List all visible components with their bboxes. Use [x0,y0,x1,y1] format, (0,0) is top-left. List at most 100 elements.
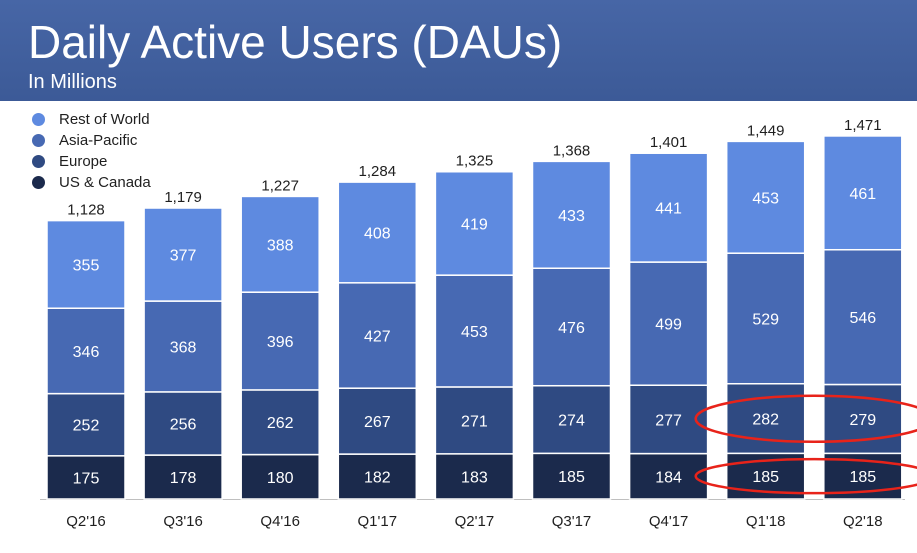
segment-value-label: 271 [461,413,488,430]
legend-label: Asia-Pacific [59,132,138,149]
bar-stack-q1-18: 185 282 529 453 1,449 Q1'18 [725,122,806,530]
bar-segment-rest-of-world [337,181,418,284]
x-tick-label: Q4'16 [260,513,300,530]
segment-value-label: 529 [752,311,779,328]
x-tick-label: Q3'16 [163,513,203,530]
bar-segment-europe [337,387,418,455]
header-banner: Daily Active Users (DAUs) In Millions [0,0,917,101]
x-tick-label: Q4'17 [649,513,689,530]
bar-segment-asia-pacific [143,300,223,393]
bar-segment-europe [143,391,223,456]
segment-value-label: 185 [849,469,876,486]
segment-value-label: 441 [655,201,682,218]
bar-segment-us-canada [240,453,320,500]
bar-segment-europe [434,386,515,455]
bar-stack-q2-16: 175 252 346 355 1,128 Q2'16 [46,202,126,530]
segment-value-label: 346 [73,344,100,361]
legend-swatch-europe [32,155,45,168]
bar-segment-us-canada [434,453,515,500]
segment-value-label: 178 [170,470,197,487]
x-tick-label: Q2'18 [843,513,883,530]
segment-value-label: 377 [170,248,197,265]
bar-total-label: 1,401 [650,134,688,151]
bar-stack-q4-17: 184 277 499 441 1,401 Q4'17 [628,134,709,530]
legend-item-rest-of-world: Rest of World [32,109,151,130]
page-title: Daily Active Users (DAUs) [28,16,563,68]
x-tick-label: Q1'17 [358,513,398,530]
bar-segment-asia-pacific [531,267,612,387]
bar-segment-europe [531,384,612,455]
bar-stack-q4-16: 180 262 396 388 1,227 Q4'16 [240,177,320,530]
segment-value-label: 368 [170,339,197,356]
segment-value-label: 183 [461,469,488,486]
bar-segment-asia-pacific [434,274,515,388]
bar-total-label: 1,471 [844,117,882,134]
bar-segment-us-canada [143,454,223,500]
segment-value-label: 277 [655,412,682,429]
segment-value-label: 185 [558,469,585,486]
segment-value-label: 461 [849,186,876,203]
bar-total-label: 1,368 [553,142,591,159]
legend-label: US & Canada [59,174,151,191]
x-tick-label: Q2'17 [455,513,495,530]
x-tick-label: Q1'18 [746,513,786,530]
bar-segment-us-canada [531,452,612,500]
segment-value-label: 419 [461,216,488,233]
bar-segment-rest-of-world [434,170,515,276]
segment-value-label: 396 [267,334,294,351]
x-tick-label: Q3'17 [552,513,592,530]
segment-value-label: 408 [364,225,391,242]
segment-value-label: 180 [267,470,294,487]
segment-value-label: 267 [364,414,391,431]
bar-segment-rest-of-world [46,219,126,309]
bar-total-label: 1,179 [164,189,202,206]
segment-value-label: 282 [752,412,779,429]
segment-value-label: 274 [558,413,585,430]
segment-value-label: 453 [752,190,779,207]
bar-segment-rest-of-world [628,152,709,263]
segment-value-label: 279 [849,412,876,429]
bar-segment-asia-pacific [337,282,418,389]
bar-segment-asia-pacific [240,291,320,391]
bar-stack-q3-17: 185 274 476 433 1,368 Q3'17 [531,142,612,530]
bar-total-label: 1,227 [261,177,299,194]
bar-segment-rest-of-world [531,160,612,269]
bar-total-label: 1,284 [359,163,397,180]
legend-item-asia-pacific: Asia-Pacific [32,130,151,151]
segment-value-label: 256 [170,416,197,433]
bar-segment-rest-of-world [725,140,806,254]
segment-value-label: 427 [364,328,391,345]
segment-value-label: 453 [461,324,488,341]
bar-segment-rest-of-world [240,195,320,293]
x-tick-label: Q2'16 [66,513,106,530]
bar-stack-q2-17: 183 271 453 419 1,325 Q2'17 [434,153,515,530]
legend-swatch-us-canada [32,176,45,189]
chart-legend: Rest of World Asia-Pacific Europe US & C… [32,109,151,193]
bar-total-label: 1,449 [747,122,785,139]
legend-swatch-asia-pacific [32,134,45,147]
highlight-ellipse-us-canada [694,457,917,495]
page-subtitle: In Millions [28,71,117,93]
segment-value-label: 252 [73,418,100,435]
segment-value-label: 182 [364,470,391,487]
bar-segment-asia-pacific [823,248,903,386]
segment-value-label: 388 [267,237,294,254]
segment-value-label: 262 [267,415,294,432]
bar-segment-asia-pacific [46,307,126,395]
bar-segment-asia-pacific [725,252,806,385]
bar-stack-q1-17: 182 267 427 408 1,284 Q1'17 [337,163,418,530]
bar-stack-q2-18: 185 279 546 461 1,471 Q2'18 [823,117,903,530]
bar-segment-rest-of-world [143,207,223,302]
segment-value-label: 546 [849,310,876,327]
legend-swatch-rest-of-world [32,113,45,126]
segment-value-label: 175 [73,470,100,487]
bar-segment-rest-of-world [823,135,903,251]
legend-item-us-canada: US & Canada [32,172,151,193]
highlight-ellipse-europe [694,394,917,443]
bar-total-label: 1,128 [67,202,105,219]
bar-stack-q3-16: 178 256 368 377 1,179 Q3'16 [143,189,223,530]
legend-item-europe: Europe [32,151,151,172]
bar-segment-us-canada [46,455,126,500]
segment-value-label: 355 [73,257,100,274]
